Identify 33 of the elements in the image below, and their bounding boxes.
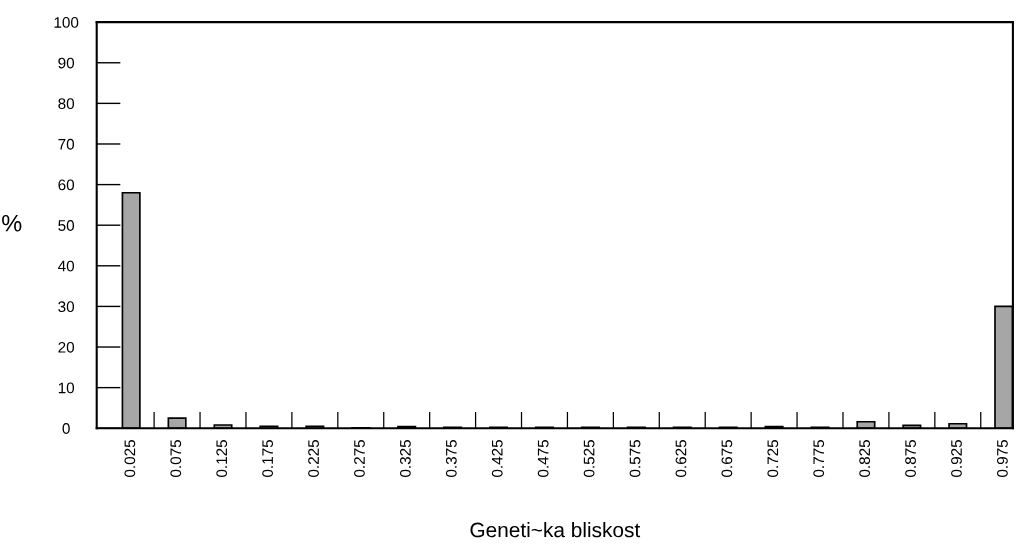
x-tick-label: 0.675 <box>721 439 733 477</box>
y-axis-title: % <box>2 214 22 232</box>
y-tick-label: 90 <box>58 57 75 69</box>
x-tick-label: 0.725 <box>767 439 779 477</box>
x-tick-label: 0.925 <box>951 439 962 477</box>
x-tick-label: 0.375 <box>445 439 457 477</box>
x-tick-label: 0.025 <box>124 439 136 477</box>
x-axis-title: Geneti~ka bliskost <box>470 522 641 538</box>
x-tick-label: 0.275 <box>354 439 365 477</box>
y-tick-label: 0 <box>62 423 70 434</box>
y-tick-label: 100 <box>54 17 79 28</box>
x-tick-label: 0.475 <box>537 439 549 477</box>
x-tick-label: 0.425 <box>491 439 503 477</box>
y-tick-label: 30 <box>58 301 75 313</box>
x-tick-label: 0.525 <box>583 439 595 477</box>
y-tick-label: 70 <box>58 138 75 150</box>
y-tick-label: 80 <box>58 98 75 110</box>
x-tick-label: 0.175 <box>262 439 274 477</box>
y-tick-label: 10 <box>58 382 75 394</box>
x-tick-label: 0.975 <box>997 439 1008 477</box>
y-tick-label: 50 <box>58 220 75 231</box>
y-tick-label: 40 <box>58 260 75 272</box>
y-tick-label: 60 <box>58 179 75 191</box>
x-tick-label: 0.625 <box>675 439 687 477</box>
x-tick-label: 0.575 <box>629 439 641 477</box>
y-tick-label: 20 <box>58 341 75 353</box>
x-tick-label: 0.325 <box>399 439 411 477</box>
x-tick-label: 0.075 <box>170 439 182 477</box>
x-tick-label: 0.875 <box>905 439 916 477</box>
x-tick-label: 0.225 <box>308 439 319 477</box>
x-tick-label: 0.125 <box>216 439 228 477</box>
x-tick-label: 0.775 <box>813 439 825 477</box>
x-tick-label: 0.825 <box>859 439 871 477</box>
